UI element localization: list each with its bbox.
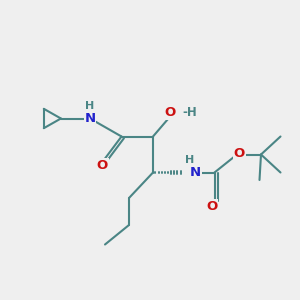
Text: N: N (84, 112, 96, 125)
Text: -H: -H (182, 106, 197, 119)
Text: H: H (185, 155, 194, 165)
Text: O: O (165, 106, 176, 119)
Text: H: H (85, 101, 94, 111)
Text: O: O (206, 200, 217, 213)
Text: O: O (96, 159, 108, 172)
Text: O: O (234, 146, 245, 160)
Text: N: N (190, 166, 201, 179)
